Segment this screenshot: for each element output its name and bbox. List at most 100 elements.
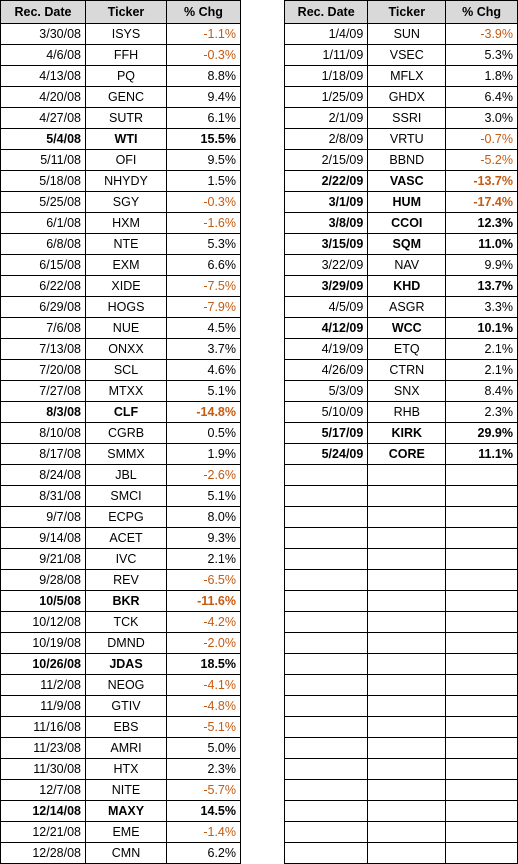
ticker-cell: PQ	[85, 65, 167, 87]
table-row: 4/13/08 PQ 8.8%	[0, 65, 241, 87]
ticker-cell: BBND	[367, 149, 447, 171]
empty-cell	[445, 548, 518, 570]
ticker-cell: TCK	[85, 611, 167, 633]
pct-chg-cell: -7.9%	[166, 296, 241, 318]
ticker-cell: ONXX	[85, 338, 167, 360]
table-row: 3/29/09 KHD 13.7%	[283, 275, 518, 297]
pct-chg-cell: 8.8%	[166, 65, 241, 87]
empty-cell	[367, 632, 447, 654]
empty-row	[283, 653, 518, 675]
header-rec-date: Rec. Date	[0, 0, 86, 24]
rec-date-cell: 4/20/08	[0, 86, 86, 108]
rec-date-cell: 6/1/08	[0, 212, 86, 234]
ticker-cell: VSEC	[367, 44, 447, 66]
empty-cell	[283, 842, 369, 864]
pct-chg-cell: 29.9%	[445, 422, 518, 444]
table-row: 11/2/08 NEOG -4.1%	[0, 674, 241, 696]
pct-chg-cell: 9.4%	[166, 86, 241, 108]
ticker-cell: SQM	[367, 233, 447, 255]
ticker-cell: ETQ	[367, 338, 447, 360]
table-row: 2/22/09 VASC -13.7%	[283, 170, 518, 192]
table-row: 8/10/08 CGRB 0.5%	[0, 422, 241, 444]
ticker-cell: JBL	[85, 464, 167, 486]
pct-chg-cell: -6.5%	[166, 569, 241, 591]
empty-cell	[283, 821, 369, 843]
table-row: 2/8/09 VRTU -0.7%	[283, 128, 518, 150]
rec-date-cell: 5/17/09	[283, 422, 369, 444]
pct-chg-cell: 1.8%	[445, 65, 518, 87]
pct-chg-cell: -2.0%	[166, 632, 241, 654]
ticker-cell: MTXX	[85, 380, 167, 402]
table-row: 6/22/08 XIDE -7.5%	[0, 275, 241, 297]
ticker-cell: SNX	[367, 380, 447, 402]
rec-date-cell: 9/14/08	[0, 527, 86, 549]
ticker-cell: GHDX	[367, 86, 447, 108]
rec-date-cell: 5/11/08	[0, 149, 86, 171]
pct-chg-cell: 1.9%	[166, 443, 241, 465]
empty-row	[283, 569, 518, 591]
rec-date-cell: 6/15/08	[0, 254, 86, 276]
rec-date-cell: 3/29/09	[283, 275, 369, 297]
empty-cell	[367, 842, 447, 864]
empty-row	[283, 611, 518, 633]
rec-date-cell: 2/22/09	[283, 170, 369, 192]
ticker-cell: FFH	[85, 44, 167, 66]
table-row: 4/19/09 ETQ 2.1%	[283, 338, 518, 360]
rec-date-cell: 1/4/09	[283, 23, 369, 45]
pct-chg-cell: -2.6%	[166, 464, 241, 486]
table-row: 4/27/08 SUTR 6.1%	[0, 107, 241, 129]
pct-chg-cell: 6.6%	[166, 254, 241, 276]
table-row: 10/12/08 TCK -4.2%	[0, 611, 241, 633]
rec-date-cell: 7/27/08	[0, 380, 86, 402]
table-row: 12/7/08 NITE -5.7%	[0, 779, 241, 801]
pct-chg-cell: -11.6%	[166, 590, 241, 612]
table-row: 8/24/08 JBL -2.6%	[0, 464, 241, 486]
rec-date-cell: 8/3/08	[0, 401, 86, 423]
empty-cell	[445, 527, 518, 549]
rec-date-cell: 2/1/09	[283, 107, 369, 129]
empty-cell	[283, 527, 369, 549]
pct-chg-cell: 2.1%	[445, 359, 518, 381]
empty-cell	[445, 695, 518, 717]
rec-date-cell: 5/25/08	[0, 191, 86, 213]
rec-date-cell: 5/24/09	[283, 443, 369, 465]
rec-date-cell: 4/27/08	[0, 107, 86, 129]
table-row: 10/5/08 BKR -11.6%	[0, 590, 241, 612]
pct-chg-cell: 4.6%	[166, 359, 241, 381]
left-table-body: 3/30/08 ISYS -1.1% 4/6/08 FFH -0.3% 4/13/08 PQ 8…	[0, 23, 241, 864]
empty-cell	[445, 842, 518, 864]
ticker-cell: CCOI	[367, 212, 447, 234]
rec-date-cell: 6/29/08	[0, 296, 86, 318]
table-row: 6/8/08 NTE 5.3%	[0, 233, 241, 255]
rec-date-cell: 11/23/08	[0, 737, 86, 759]
table-row: 10/19/08 DMND -2.0%	[0, 632, 241, 654]
ticker-cell: NEOG	[85, 674, 167, 696]
table-row: 7/13/08 ONXX 3.7%	[0, 338, 241, 360]
table-row: 7/20/08 SCL 4.6%	[0, 359, 241, 381]
ticker-cell: HTX	[85, 758, 167, 780]
empty-cell	[445, 716, 518, 738]
empty-cell	[367, 695, 447, 717]
empty-cell	[283, 674, 369, 696]
table-row: 7/27/08 MTXX 5.1%	[0, 380, 241, 402]
rec-date-cell: 5/10/09	[283, 401, 369, 423]
empty-cell	[283, 590, 369, 612]
rec-date-cell: 8/24/08	[0, 464, 86, 486]
ticker-cell: RHB	[367, 401, 447, 423]
pct-chg-cell: 8.4%	[445, 380, 518, 402]
ticker-cell: CGRB	[85, 422, 167, 444]
table-row: 5/17/09 KIRK 29.9%	[283, 422, 518, 444]
empty-cell	[283, 464, 369, 486]
ticker-cell: KIRK	[367, 422, 447, 444]
rec-date-cell: 3/8/09	[283, 212, 369, 234]
header-ticker: Ticker	[367, 0, 447, 24]
ticker-cell: SMCI	[85, 485, 167, 507]
rec-date-cell: 7/20/08	[0, 359, 86, 381]
table-row: 2/1/09 SSRI 3.0%	[283, 107, 518, 129]
empty-cell	[283, 695, 369, 717]
empty-row	[283, 695, 518, 717]
empty-cell	[283, 548, 369, 570]
rec-date-cell: 5/18/08	[0, 170, 86, 192]
pct-chg-cell: 9.5%	[166, 149, 241, 171]
ticker-cell: ECPG	[85, 506, 167, 528]
